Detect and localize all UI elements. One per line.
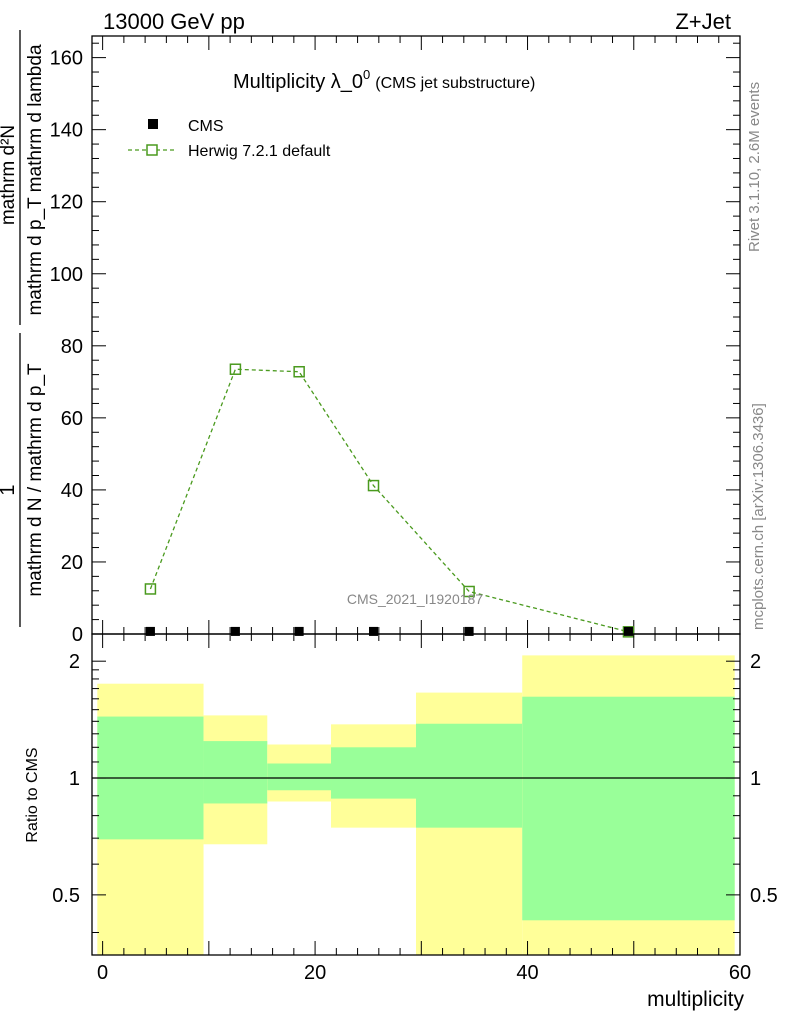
cms-point <box>145 626 155 636</box>
legend-cms-marker <box>148 119 158 129</box>
main-y-tick-label: 60 <box>61 408 83 430</box>
ratio-x-tick-label: 60 <box>729 962 751 984</box>
chart-title: Multiplicity λ_00(CMS jet substructure) <box>233 67 535 93</box>
cms-point <box>369 626 379 636</box>
main-y-tick-label: 140 <box>50 120 83 142</box>
herwig-point <box>144 583 157 595</box>
watermark-label: CMS_2021_I1920187 <box>347 591 483 607</box>
cms-point <box>464 626 474 636</box>
y-label-numerator: 1 <box>0 484 19 495</box>
herwig-point <box>229 363 242 375</box>
ratio-green-band <box>522 696 735 921</box>
cms-point <box>230 626 240 636</box>
ratio-x-tick-label: 40 <box>516 962 538 984</box>
ratio-y-tick-label-left: 1 <box>69 768 80 790</box>
ratio-y-axis-label: Ratio to CMS <box>24 747 41 842</box>
ratio-y-tick-label-left: 0.5 <box>52 885 80 907</box>
header-left-label: 13000 GeV pp <box>103 9 245 34</box>
main-y-tick-label: 20 <box>61 552 83 574</box>
legend-cms-label: CMS <box>188 118 224 135</box>
main-y-tick-label: 80 <box>61 336 83 358</box>
cms-point <box>623 626 633 636</box>
main-y-axis-label: 1 mathrm d N / mathrm d p_T mathrm d²N math… <box>0 30 46 627</box>
ratio-green-band <box>331 747 416 799</box>
ratio-green-band <box>267 763 332 791</box>
herwig-series-line <box>149 368 629 633</box>
ratio-y-tick-label-right: 0.5 <box>750 885 778 907</box>
ratio-green-band <box>203 741 268 804</box>
mcplots-note: mcplots.cern.ch [arXiv:1306.3436] <box>750 403 767 630</box>
ratio-plot-frame <box>91 633 741 956</box>
main-y-tick-label: 160 <box>50 48 83 70</box>
herwig-point <box>367 479 380 492</box>
ratio-y-tick-label-left: 2 <box>69 651 80 673</box>
ratio-y-tick-label-right: 1 <box>750 768 761 790</box>
herwig-point <box>463 585 475 598</box>
herwig-point <box>293 365 305 378</box>
chart-title-superscript: 0 <box>363 67 370 82</box>
rivet-note: Rivet 3.1.10, 2.6M events <box>746 82 763 252</box>
ratio-green-band <box>416 723 523 828</box>
ratio-x-tick-label: 20 <box>304 962 326 984</box>
herwig-point <box>622 626 635 638</box>
main-y-tick-label: 100 <box>50 264 83 286</box>
y-label-numerator-2: mathrm d²N <box>0 125 19 225</box>
ratio-x-tick-label: 0 <box>97 962 108 984</box>
y-label-denominator-2: mathrm d p_T mathrm d lambda <box>25 44 46 315</box>
cms-point <box>294 626 304 636</box>
legend-herwig-label: Herwig 7.2.1 default <box>188 143 331 160</box>
y-label-denominator: mathrm d N / mathrm d p_T <box>25 363 46 597</box>
main-y-tick-label: 0 <box>72 624 83 646</box>
header-right-label: Z+Jet <box>675 9 731 34</box>
x-axis-label: multiplicity <box>647 988 744 1011</box>
chart-subtitle: (CMS jet substructure) <box>375 75 535 92</box>
main-y-tick-label: 120 <box>50 192 83 214</box>
main-y-tick-label: 40 <box>61 480 83 502</box>
legend-herwig-marker <box>146 144 158 156</box>
ratio-y-tick-label-right: 2 <box>750 651 761 673</box>
